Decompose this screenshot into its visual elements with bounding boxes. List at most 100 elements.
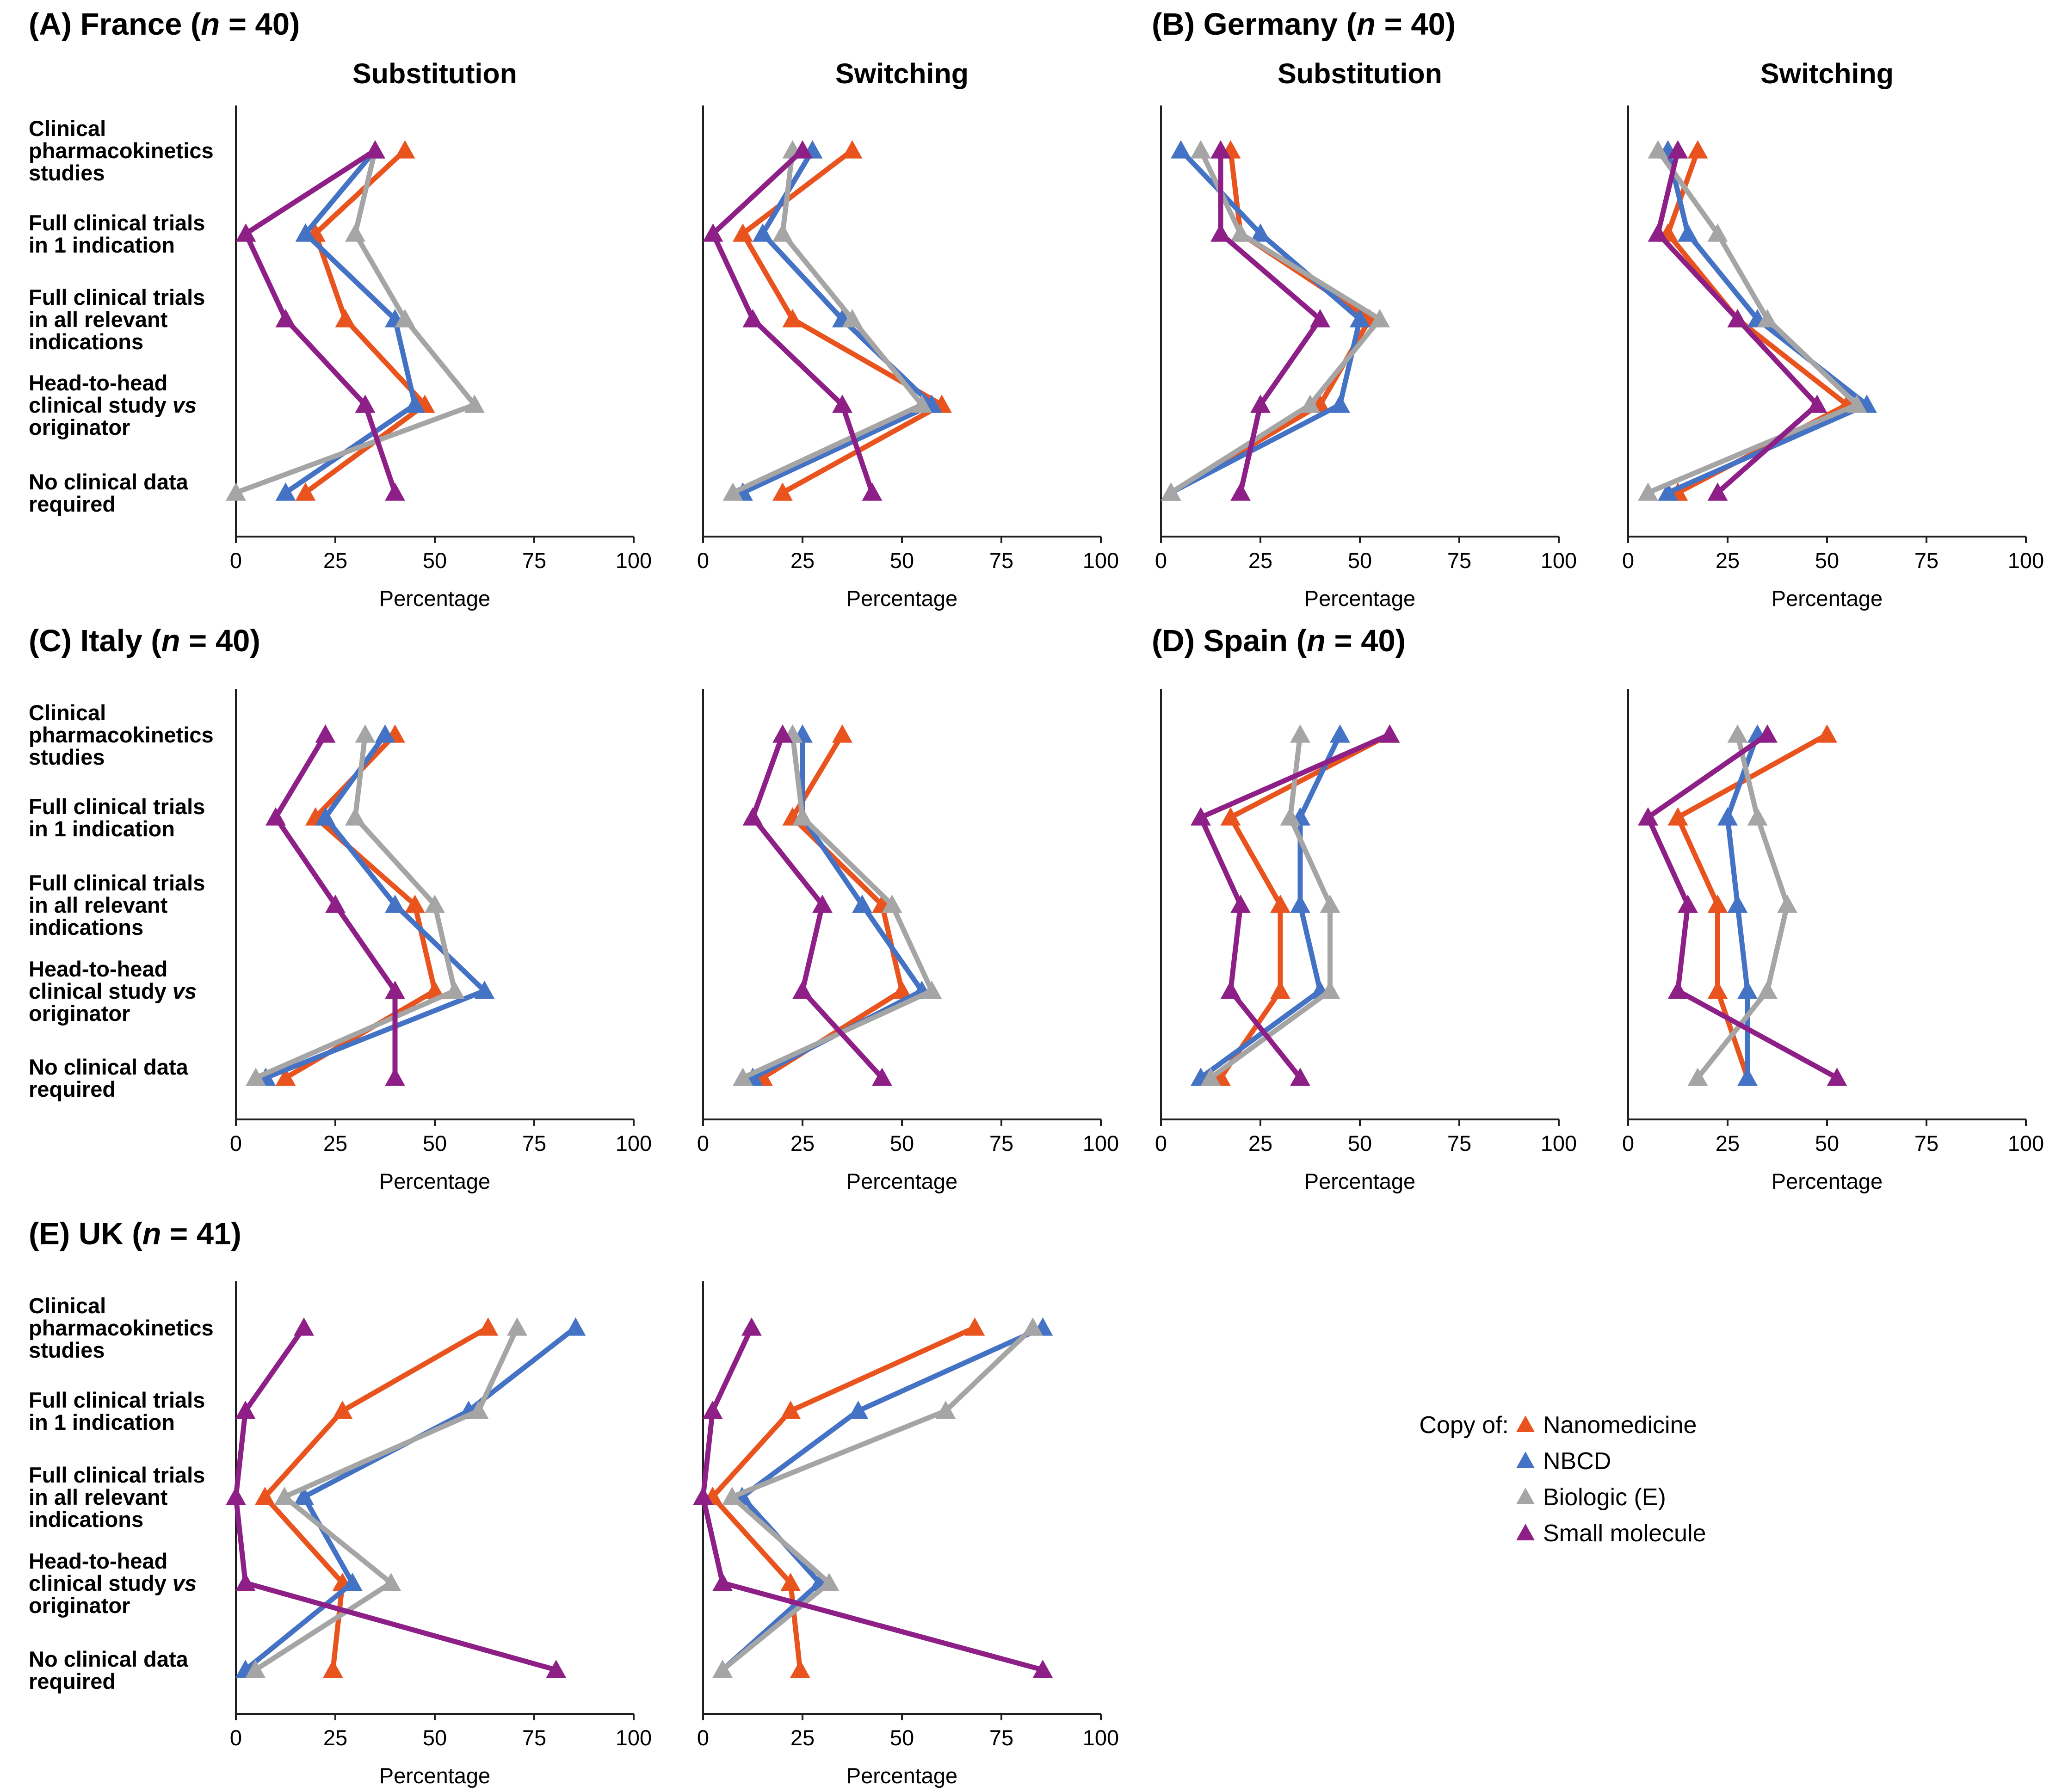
panel-5-category-label-4: Head-to-head clinical study vs originator: [29, 1549, 197, 1618]
data-point-small-molecule: [862, 482, 883, 501]
panel-title-part: = 41): [161, 1217, 241, 1251]
data-point-nbcd: [1330, 395, 1350, 413]
category-label-part: vs: [173, 393, 197, 417]
legend-marker-nbcd: [1516, 1452, 1535, 1468]
x-axis-label: Percentage: [379, 586, 490, 611]
series-line-biologic-e: [732, 150, 926, 495]
panel-1-category-label-1: Clinical pharmacokinetics studies: [29, 116, 214, 185]
x-tick-label: 50: [890, 1131, 914, 1156]
data-point-small-molecule: [325, 895, 346, 913]
data-point-nbcd: [405, 395, 425, 413]
category-label-line: indications: [29, 329, 143, 354]
data-point-nanomedicine: [780, 1401, 801, 1419]
data-point-small-molecule: [1757, 724, 1778, 743]
x-tick-label: 25: [1716, 1131, 1740, 1156]
data-point-nanomedicine: [295, 482, 316, 501]
series-line-nbcd: [244, 1325, 577, 1672]
panel-1-category-label-5: No clinical data required: [29, 470, 189, 516]
data-point-nbcd: [1658, 482, 1678, 501]
data-point-biologic-e: [1846, 395, 1867, 413]
data-point-small-molecule: [872, 1068, 892, 1086]
series-line-biologic-e: [235, 149, 479, 495]
data-point-nbcd: [342, 1573, 363, 1591]
data-point-small-molecule: [1648, 223, 1668, 242]
legend-title: Copy of:: [1419, 1412, 1509, 1439]
data-point-biologic-e: [882, 895, 902, 913]
data-point-nanomedicine: [1817, 724, 1837, 743]
category-label-line: Full clinical trials: [29, 1463, 205, 1487]
data-point-biologic-e: [345, 223, 365, 242]
data-point-nbcd: [315, 807, 336, 826]
data-point-biologic-e: [772, 223, 793, 242]
legend-label-nanomedicine: Nanomedicine: [1543, 1412, 1697, 1439]
data-point-biologic-e: [445, 981, 465, 999]
x-tick-label: 75: [989, 548, 1013, 573]
x-tick-label: 100: [616, 1131, 652, 1156]
category-label-line: Clinical: [29, 116, 106, 141]
panel-title-part: = 40): [180, 624, 260, 658]
data-point-nbcd: [565, 1317, 586, 1336]
x-axis-label: Percentage: [1772, 586, 1883, 611]
legend-marker-biologic-e: [1516, 1488, 1535, 1504]
data-point-small-molecule: [1667, 981, 1688, 999]
x-tick-label: 100: [2008, 1131, 2044, 1156]
data-point-small-molecule: [703, 223, 723, 242]
panel-title-part: (B) Germany (: [1152, 7, 1357, 42]
panel-1-category-label-3: Full clinical trials in all relevant indic…: [29, 285, 205, 354]
panel-title-part: = 40): [1376, 7, 1456, 42]
series-line-nanomedicine: [709, 1325, 976, 1670]
panel-title-part: (D) Spain (: [1152, 624, 1307, 658]
x-tick-label: 100: [2008, 548, 2044, 573]
x-tick-label: 50: [1348, 1131, 1372, 1156]
data-point-nanomedicine: [1687, 140, 1708, 159]
category-label-line: originator: [29, 1593, 130, 1618]
data-point-small-molecule: [1727, 309, 1748, 328]
x-tick-label: 0: [697, 1131, 709, 1156]
data-point-nbcd: [1330, 724, 1350, 743]
data-point-biologic-e: [792, 807, 813, 826]
data-point-small-molecule: [1638, 807, 1658, 826]
data-point-biologic-e: [1280, 807, 1301, 826]
data-point-small-molecule: [1191, 807, 1211, 826]
panel-4-title: (D) Spain (n = 40): [1152, 624, 1406, 658]
data-point-biologic-e: [712, 1660, 733, 1678]
data-point-biologic-e: [1022, 1317, 1043, 1336]
legend-marker-nanomedicine: [1516, 1415, 1535, 1432]
data-point-small-molecule: [832, 395, 852, 413]
x-axis-label: Percentage: [379, 1763, 490, 1788]
series-line-biologic-e: [1169, 149, 1384, 495]
data-point-biologic-e: [819, 1573, 840, 1591]
x-tick-label: 100: [1083, 1725, 1119, 1750]
switching-column-title: Switching: [835, 58, 969, 89]
x-tick-label: 25: [1248, 1131, 1272, 1156]
category-label-line: required: [29, 1669, 116, 1693]
data-point-small-molecule: [355, 395, 376, 413]
data-point-biologic-e: [1191, 140, 1211, 159]
data-point-nanomedicine: [1220, 807, 1241, 826]
x-tick-label: 25: [323, 548, 347, 573]
data-point-small-molecule: [1310, 309, 1330, 328]
category-label-line: originator: [29, 415, 130, 439]
data-point-biologic-e: [912, 395, 932, 413]
data-point-biologic-e: [464, 395, 485, 413]
data-point-nanomedicine: [892, 981, 912, 999]
data-point-small-molecule: [1379, 724, 1400, 743]
category-label-line: in 1 indication: [29, 816, 175, 841]
x-tick-label: 50: [890, 548, 914, 573]
x-tick-label: 50: [1815, 1131, 1839, 1156]
x-tick-label: 75: [989, 1725, 1013, 1750]
data-point-biologic-e: [507, 1317, 528, 1336]
data-point-small-molecule: [235, 1573, 256, 1591]
data-point-small-molecule: [1210, 140, 1231, 159]
data-point-small-molecule: [385, 1068, 405, 1086]
data-point-nbcd: [294, 1487, 315, 1505]
data-point-biologic-e: [1757, 309, 1778, 328]
data-point-small-molecule: [1827, 1068, 1847, 1086]
category-label-line: indications: [29, 915, 143, 939]
data-point-biologic-e: [935, 1401, 956, 1419]
category-label-part: vs: [173, 1571, 197, 1595]
category-label-line: No clinical data: [29, 1055, 189, 1079]
x-tick-label: 25: [1716, 548, 1740, 573]
panel-5-category-label-5: No clinical data required: [29, 1647, 189, 1693]
